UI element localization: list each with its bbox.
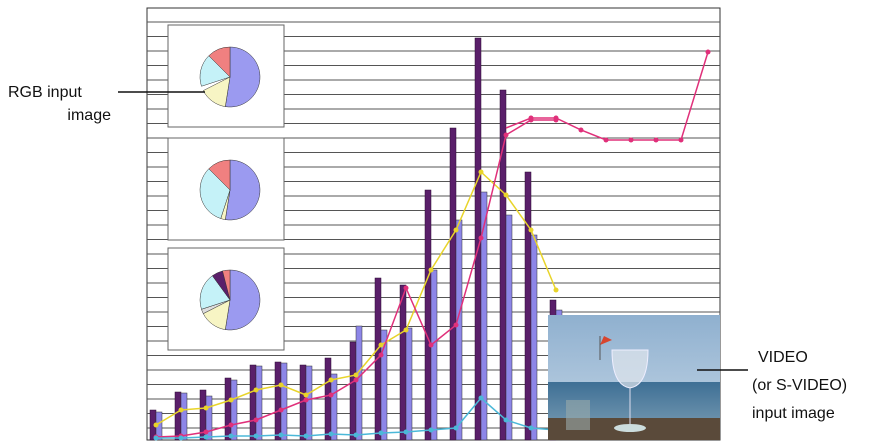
bars — [149, 37, 563, 441]
yellow-line-dot — [503, 192, 509, 198]
pie-slice — [208, 159, 231, 191]
bar — [449, 127, 457, 441]
cyan-line-dot — [478, 395, 484, 401]
bar — [180, 392, 188, 441]
yellow-line-dot — [228, 397, 234, 403]
pink-dot — [578, 127, 584, 133]
bar — [524, 171, 532, 441]
rgb-label: image — [67, 107, 111, 124]
rgb-images — [167, 24, 285, 351]
cyan-line-dot — [278, 432, 284, 438]
magenta-line-dot — [228, 422, 234, 428]
yellow-line-dot — [328, 377, 334, 383]
magenta-line-dot — [303, 397, 309, 403]
cyan-line-dot — [503, 417, 509, 423]
yellow-line-dot — [153, 422, 159, 428]
bar — [324, 357, 332, 441]
bar — [430, 269, 438, 441]
yellow-line-dot — [203, 405, 209, 411]
yellow-line-dot — [378, 342, 384, 348]
bar — [499, 89, 507, 441]
magenta-line-dot — [403, 285, 409, 291]
bar — [174, 391, 182, 441]
magenta-line-dot — [428, 342, 434, 348]
pie-slice — [225, 46, 261, 108]
pie-slice — [222, 269, 231, 301]
pink-dot — [553, 115, 559, 121]
bar — [230, 379, 238, 441]
pink-dot — [528, 115, 534, 121]
pink-dot — [603, 137, 609, 143]
cyan-line-dot — [303, 433, 309, 439]
bar — [480, 191, 488, 441]
yellow-line-dot — [178, 407, 184, 413]
yellow-line-dot — [403, 327, 409, 333]
rgb-label: RGB input — [8, 84, 82, 101]
lines — [153, 49, 711, 441]
magenta-line-dot — [453, 322, 459, 328]
pink-dot — [628, 137, 634, 143]
cyan-line-dot — [528, 425, 534, 431]
bar — [424, 189, 432, 441]
magenta-line-dot — [378, 352, 384, 358]
bar — [330, 373, 338, 441]
cyan-line-dot — [178, 435, 184, 441]
yellow-line-dot — [478, 169, 484, 175]
pie-slice — [208, 46, 231, 78]
yellow-line-dot — [553, 287, 559, 293]
cyan-line-dot — [403, 429, 409, 435]
yellow-line-dot — [453, 227, 459, 233]
cyan-line-dot — [153, 435, 159, 441]
cyan-line-dot — [453, 425, 459, 431]
magenta-line-dot — [353, 377, 359, 383]
yellow-line-dot — [353, 372, 359, 378]
bar — [249, 364, 257, 441]
bar — [255, 365, 263, 441]
magenta-line-dot — [203, 429, 209, 435]
pie-slice — [199, 168, 231, 219]
cyan-line-dot — [228, 433, 234, 439]
bar — [205, 395, 213, 441]
bar — [280, 362, 288, 441]
bar — [405, 327, 413, 441]
bar — [224, 377, 232, 441]
bar — [274, 361, 282, 441]
magenta-line-dot — [253, 417, 259, 423]
bar — [349, 341, 357, 441]
pie-slice — [199, 275, 231, 310]
cyan-line-dot — [428, 427, 434, 433]
bar — [399, 284, 407, 441]
video-label: VIDEO — [758, 349, 808, 366]
bar — [505, 214, 513, 441]
pie-slice — [225, 159, 261, 221]
magenta-line-dot — [278, 407, 284, 413]
cyan-line-dot — [203, 434, 209, 440]
bar — [380, 329, 388, 441]
yellow-line-dot — [428, 267, 434, 273]
video-image — [548, 315, 720, 440]
cyan-line-dot — [328, 431, 334, 437]
video-label: input image — [752, 405, 835, 422]
pie-slice — [225, 269, 261, 331]
pink-dot — [678, 137, 684, 143]
bar — [530, 234, 538, 441]
yellow-line-dot — [528, 227, 534, 233]
magenta-line-dot — [503, 132, 509, 138]
bar — [355, 325, 363, 441]
cyan-line-dot — [253, 433, 259, 439]
yellow-line-dot — [303, 392, 309, 398]
cyan-line-dot — [378, 430, 384, 436]
pie-slice — [202, 76, 231, 107]
pink-dot — [653, 137, 659, 143]
yellow-line-dot — [278, 382, 284, 388]
pink-dot — [705, 49, 711, 55]
bar — [455, 219, 463, 441]
magenta-line-dot — [328, 392, 334, 398]
yellow-line-dot — [253, 387, 259, 393]
video-label: (or S-VIDEO) — [752, 377, 847, 394]
magenta-line-dot — [478, 235, 484, 241]
cyan-line-dot — [353, 432, 359, 438]
bar — [305, 365, 313, 441]
